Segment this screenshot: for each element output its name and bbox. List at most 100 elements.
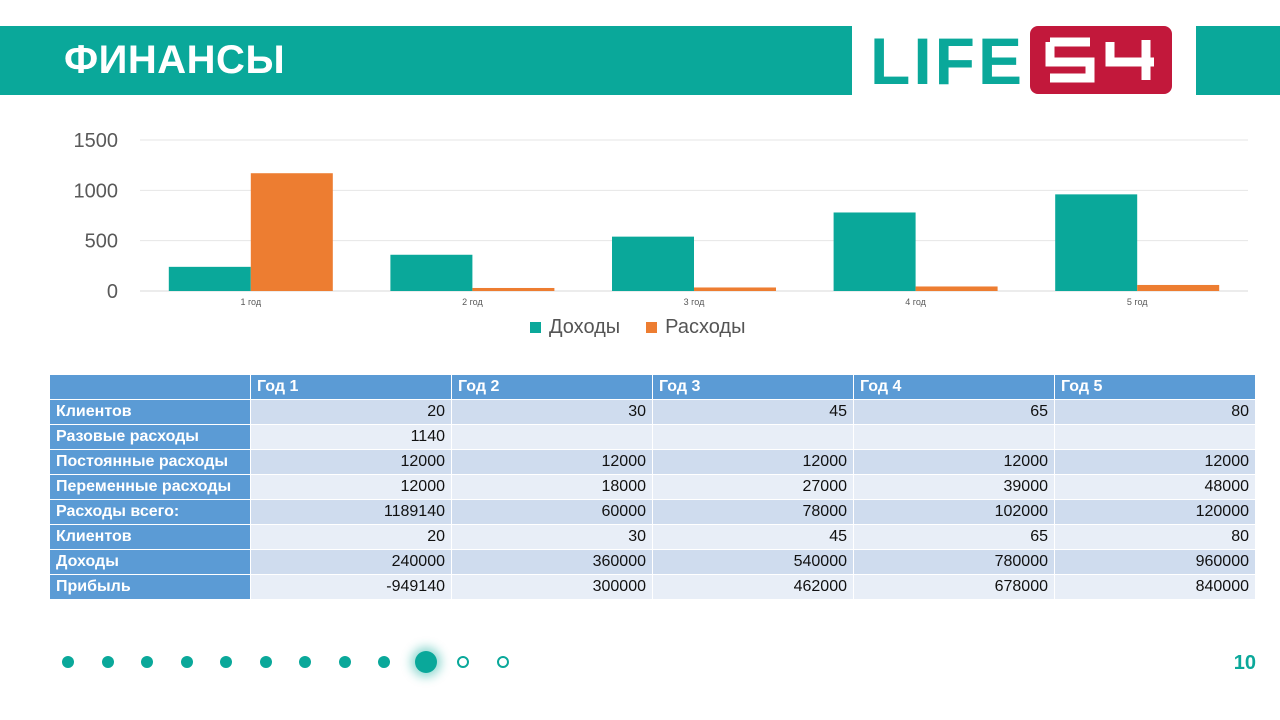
column-header: Год 3 <box>652 374 854 400</box>
bar-expenses <box>1137 284 1220 291</box>
column-header: Год 1 <box>250 374 452 400</box>
table-cell: 12000 <box>652 449 854 475</box>
table-row: Прибыль -949140 300000 462000 678000 840000 <box>49 574 1256 600</box>
table-cell <box>451 424 653 450</box>
pagination-dot[interactable] <box>141 656 153 668</box>
table-cell: 780000 <box>853 549 1055 575</box>
table-cell: 48000 <box>1054 474 1256 500</box>
logo-text: LIFE <box>870 24 1025 98</box>
row-label: Доходы <box>49 549 251 575</box>
pagination-dot[interactable] <box>338 656 351 668</box>
bar-income <box>390 254 473 291</box>
y-tick-label: 1500 <box>74 130 119 152</box>
table-cell: 960000 <box>1054 549 1256 575</box>
column-header: Год 2 <box>451 374 653 400</box>
table-cell: 360000 <box>451 549 653 575</box>
table-cell: 27000 <box>652 474 854 500</box>
row-label: Прибыль <box>49 574 251 600</box>
logo-mark-glyph <box>1045 37 1154 83</box>
y-tick-label: 1000 <box>74 180 119 202</box>
pagination-dot-hollow[interactable] <box>457 656 469 668</box>
table-cell: 78000 <box>652 499 854 525</box>
pagination-dot[interactable] <box>299 656 311 668</box>
row-label: Расходы всего: <box>49 499 251 525</box>
table-cell <box>652 424 854 450</box>
table-cell: 240000 <box>250 549 452 575</box>
table-cell: 65 <box>853 524 1055 550</box>
row-label: Клиентов <box>49 399 251 425</box>
table-row: Постоянные расходы 12000 12000 12000 12000 12… <box>49 449 1256 475</box>
table-cell: 18000 <box>451 474 653 500</box>
table-row: Доходы 240000 360000 540000 780000 960000 <box>49 549 1256 575</box>
bar-expenses <box>915 286 998 291</box>
x-tick-label: 3 год <box>684 297 705 307</box>
row-label: Разовые расходы <box>49 424 251 450</box>
finance-table: Год 1 Год 2 Год 3 Год 4 Год 5 Клиентов 20… <box>49 374 1256 600</box>
table-header-row: Год 1 Год 2 Год 3 Год 4 Год 5 <box>49 374 1256 400</box>
page-number: 10 <box>1233 652 1256 674</box>
header-accent-bar <box>1196 26 1280 95</box>
table-cell: 30 <box>451 399 653 425</box>
legend-label-income: Доходы <box>549 316 621 338</box>
slide-pagination <box>0 640 560 690</box>
column-header: Год 5 <box>1054 374 1256 400</box>
bar-income <box>612 236 694 291</box>
x-tick-label: 4 год <box>905 297 926 307</box>
pagination-dot[interactable] <box>62 656 74 668</box>
table-row: Переменные расходы 12000 18000 27000 39000 48… <box>49 474 1256 500</box>
table-cell: 20 <box>250 524 452 550</box>
legend-label-expenses: Расходы <box>665 316 746 338</box>
table-cell: 80 <box>1054 524 1256 550</box>
table-cell: 60000 <box>451 499 653 525</box>
pagination-dot-hollow[interactable] <box>496 656 509 668</box>
x-tick-label: 1 год <box>240 297 261 307</box>
bar-income <box>1055 194 1138 291</box>
row-label: Переменные расходы <box>49 474 251 500</box>
table-cell: 102000 <box>853 499 1055 525</box>
y-tick-label: 0 <box>107 281 118 303</box>
table-cell: 80 <box>1054 399 1256 425</box>
bar-chart: 0 500 1000 1500 1 год 2 год 3 год 4 год 5 год <box>74 130 1248 307</box>
column-header: Год 4 <box>853 374 1055 400</box>
table-cell: 12000 <box>853 449 1055 475</box>
bar-income <box>833 212 916 291</box>
pagination-dot[interactable] <box>101 656 114 668</box>
row-label: Клиентов <box>49 524 251 550</box>
table-cell: 12000 <box>1054 449 1256 475</box>
life-logo: LIFE <box>870 22 1180 100</box>
pagination-dot-active[interactable] <box>414 651 437 673</box>
legend-item-expenses: Расходы <box>646 316 745 339</box>
pagination-dot[interactable] <box>220 656 232 668</box>
table-cell <box>853 424 1055 450</box>
table-cell: 1140 <box>250 424 452 450</box>
life-logo-mark <box>1030 26 1172 94</box>
table-row: Клиентов 20 30 45 65 80 <box>49 524 1256 550</box>
pagination-dot[interactable] <box>180 656 193 668</box>
legend-swatch-expenses <box>646 322 658 333</box>
table-cell: 45 <box>652 399 854 425</box>
y-tick-label: 500 <box>85 231 118 253</box>
table-row: Разовые расходы 1140 <box>49 424 1256 450</box>
table-cell: 30 <box>451 524 653 550</box>
bar-income <box>168 266 251 291</box>
table-cell: 540000 <box>652 549 854 575</box>
table-cell: 1189140 <box>250 499 452 525</box>
table-cell: 65 <box>853 399 1055 425</box>
x-tick-label: 2 год <box>462 297 483 307</box>
table-cell: 12000 <box>451 449 653 475</box>
column-header <box>49 374 251 400</box>
table-cell: 20 <box>250 399 452 425</box>
legend-item-income: Доходы <box>530 316 620 339</box>
table-cell: 462000 <box>652 574 854 600</box>
pagination-dot[interactable] <box>378 656 390 668</box>
bar-expenses <box>472 287 555 291</box>
table-cell: 840000 <box>1054 574 1256 600</box>
header-bar <box>0 26 852 95</box>
x-tick-label: 5 год <box>1127 297 1148 307</box>
table-cell: 12000 <box>250 449 452 475</box>
bar-expenses <box>694 287 776 291</box>
table-row: Расходы всего: 1189140 60000 78000 102000 120… <box>49 499 1256 525</box>
page-title: ФИНАНСЫ <box>64 38 286 82</box>
table-cell: 39000 <box>853 474 1055 500</box>
pagination-dot[interactable] <box>259 656 272 668</box>
